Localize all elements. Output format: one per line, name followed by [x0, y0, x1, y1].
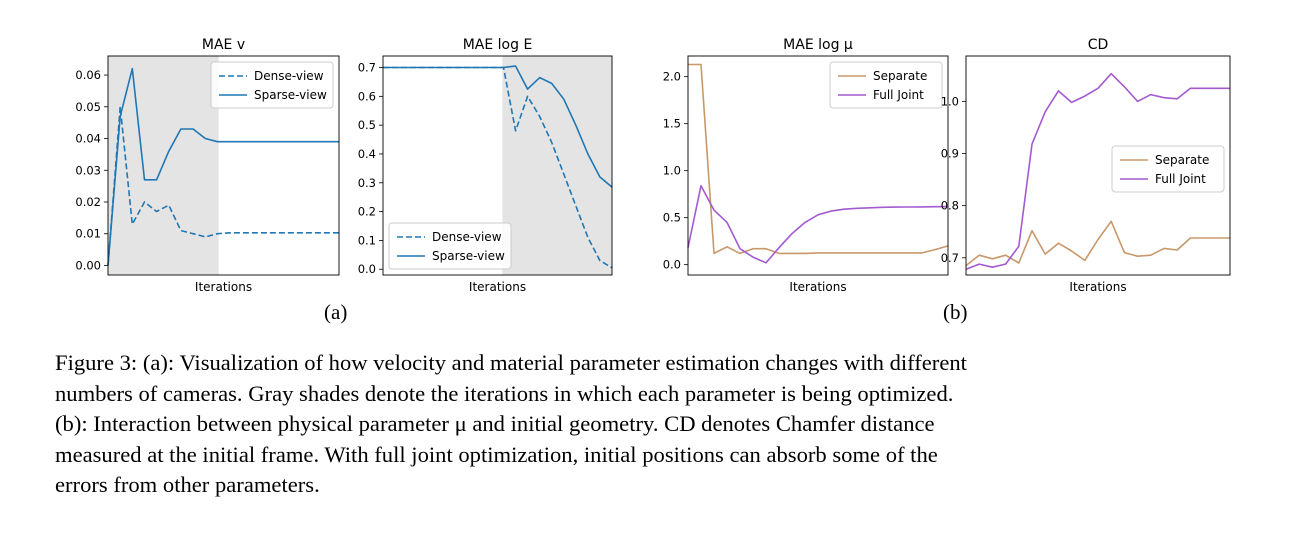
y-tick-label: 0.2: [358, 205, 376, 219]
caption-line: errors from other parameters.: [55, 472, 320, 497]
x-axis-label: Iterations: [789, 280, 846, 294]
chart-title: CD: [1088, 37, 1109, 53]
legend-box: [210, 61, 334, 109]
series-line-separate: [688, 63, 949, 255]
optimization-shade: [502, 56, 612, 275]
caption-line: numbers of cameras. Gray shades denote t…: [55, 380, 954, 406]
legend-label: Sparse-view: [254, 88, 327, 102]
legend-label: Separate: [873, 69, 927, 83]
legend-label: Dense-view: [254, 69, 324, 83]
y-tick-label: 0.7: [358, 61, 376, 75]
y-tick-label: 0.02: [75, 195, 101, 209]
x-axis-label: Iterations: [195, 280, 252, 294]
legend-label: Sparse-view: [432, 249, 505, 263]
series-line-sparse-view: [383, 65, 613, 188]
y-tick-label: 0.9: [941, 147, 959, 161]
figure-3: MAE v Iterations 0.00 0.01 0.02 0.03 0.04 0.05 0…: [75, 37, 1231, 294]
axes-frame: [965, 55, 1231, 276]
axes-frame: [687, 55, 949, 276]
y-tick-label: 0.01: [75, 227, 101, 241]
legend-box: [388, 222, 512, 270]
legend: Dense-view Sparse-view: [210, 61, 334, 109]
series-line-full-joint: [965, 72, 1230, 271]
series-line-sparse-view: [107, 67, 339, 266]
y-tick-label: 1.0: [663, 164, 681, 178]
legend-label: Full Joint: [1155, 172, 1206, 186]
legend: Dense-view Sparse-view: [388, 222, 512, 270]
legend-label: Dense-view: [432, 230, 502, 244]
series-line-full-joint: [687, 184, 949, 264]
y-tick-label: 0.03: [75, 163, 101, 177]
chart-panel-3: MAE log μ Iterations 0.0 0.5 1.0 1.5 2.0 Separa…: [663, 37, 949, 294]
series-line-dense-view: [107, 106, 339, 266]
legend-label: Separate: [1155, 153, 1209, 167]
y-tick-label: 1.5: [663, 117, 681, 131]
chart-title: MAE log μ: [783, 37, 853, 53]
chart-panel-2: MAE log E Iterations 0.0 0.1 0.2 0.3 0.4 0.5 0.6…: [358, 37, 613, 294]
legend-label: Full Joint: [873, 88, 924, 102]
y-tick-label: 0.00: [75, 258, 101, 272]
y-tick-label: 0.06: [75, 68, 101, 82]
sublabel-a: (a): [324, 300, 348, 324]
y-tick-label: 0.5: [358, 118, 376, 132]
chart-panel-1: MAE v Iterations 0.00 0.01 0.02 0.03 0.04 0.05 0…: [75, 37, 340, 294]
caption-line: Figure 3: (a): Visualization of how velo…: [55, 350, 967, 375]
y-tick-label: 0.8: [941, 199, 959, 213]
y-tick-label: 0.3: [358, 176, 376, 190]
chart-title: MAE log E: [463, 37, 533, 53]
y-tick-label: 0.1: [358, 233, 376, 247]
y-tick-label: 1.0: [941, 94, 959, 108]
caption-line: measured at the initial frame. With full…: [55, 441, 938, 467]
legend-box: [829, 61, 943, 109]
axes-frame: [107, 55, 340, 276]
y-tick-label: 0.5: [663, 211, 681, 225]
y-tick-label: 0.04: [75, 132, 101, 146]
y-tick-label: 0.0: [358, 262, 376, 276]
y-tick-label: 0.0: [663, 258, 681, 272]
y-tick-label: 2.0: [663, 70, 681, 84]
y-tick-label: 0.6: [358, 89, 376, 103]
y-tick-label: 0.7: [941, 251, 959, 265]
y-tick-label: 0.4: [358, 147, 376, 161]
figure-caption: Figure 3: (a): Visualization of how velo…: [55, 348, 1255, 501]
axes-frame: [382, 55, 613, 276]
legend: Separate Full Joint: [1111, 145, 1225, 193]
caption-line: (b): Interaction between physical parame…: [55, 411, 935, 436]
legend-box: [1111, 145, 1225, 193]
x-axis-label: Iterations: [469, 280, 526, 294]
sublabel-b: (b): [943, 300, 968, 324]
y-tick-label: 0.05: [75, 100, 101, 114]
x-axis-label: Iterations: [1069, 280, 1126, 294]
chart-panel-4: CD Iterations 0.7 0.8 0.9 1.0 Separate Full Joi…: [941, 37, 1231, 294]
chart-title: MAE v: [202, 37, 245, 53]
legend: Separate Full Joint: [829, 61, 943, 109]
series-line-separate: [965, 220, 1230, 267]
